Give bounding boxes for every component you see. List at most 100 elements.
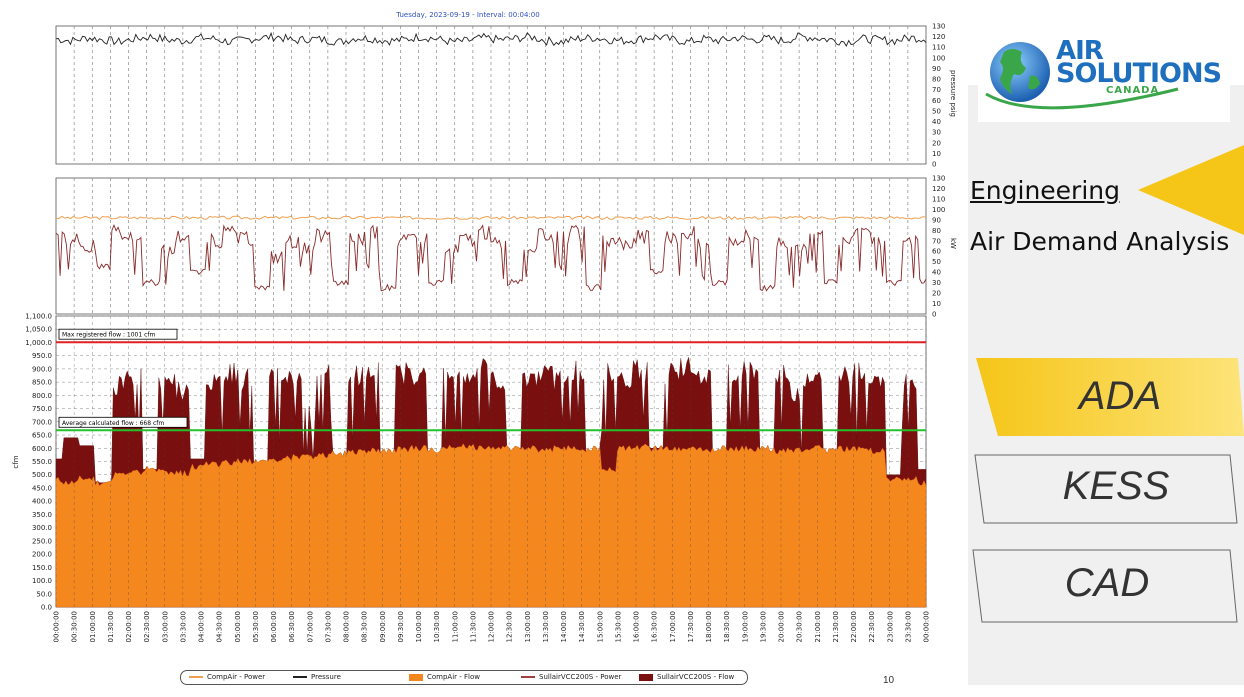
kess-button-label: KESS bbox=[1062, 464, 1170, 508]
series-sullair-power-line bbox=[55, 223, 927, 292]
y-tick-label: 40 bbox=[932, 269, 941, 277]
y-tick-label: 800.0 bbox=[32, 392, 52, 400]
x-tick-label: 23:00:00 bbox=[886, 611, 894, 642]
x-tick-label: 20:00:00 bbox=[778, 611, 786, 642]
series-compair-power-line bbox=[55, 215, 927, 220]
legend-item: Pressure bbox=[293, 673, 341, 681]
x-tick-label: 19:30:00 bbox=[759, 611, 767, 642]
x-tick-label: 21:30:00 bbox=[832, 611, 840, 642]
x-tick-label: 20:30:00 bbox=[796, 611, 804, 642]
legend-item: SullairVCC200S - Flow bbox=[639, 673, 734, 681]
x-tick-label: 15:30:00 bbox=[614, 611, 622, 642]
logo-text: AIR bbox=[1056, 36, 1104, 66]
x-tick-label: 01:00:00 bbox=[89, 611, 97, 642]
y-tick-label: 20 bbox=[932, 139, 941, 147]
y-tick-label: 60 bbox=[932, 97, 941, 105]
y-tick-label: 100.0 bbox=[32, 577, 52, 585]
nav-engineering[interactable]: Engineering bbox=[970, 176, 1120, 205]
globe-icon bbox=[985, 42, 1179, 110]
y-tick-label: 100 bbox=[932, 54, 945, 62]
y-tick-label: 650.0 bbox=[32, 432, 52, 440]
x-tick-label: 07:30:00 bbox=[324, 611, 332, 642]
x-tick-label: 07:00:00 bbox=[306, 611, 314, 642]
x-tick-label: 22:30:00 bbox=[868, 611, 876, 642]
x-tick-label: 13:00:00 bbox=[524, 611, 532, 642]
x-tick-label: 22:00:00 bbox=[850, 611, 858, 642]
chart-legend: CompAir - Power Pressure CompAir - Flow … bbox=[180, 670, 748, 685]
y-tick-label: 600.0 bbox=[32, 445, 52, 453]
cad-button[interactable]: CAD bbox=[972, 549, 1238, 623]
x-tick-label: 02:00:00 bbox=[125, 611, 133, 642]
x-tick-label: 18:30:00 bbox=[723, 611, 731, 642]
y-tick-label: 1,100.0 bbox=[25, 313, 52, 321]
x-tick-label: 21:00:00 bbox=[814, 611, 822, 642]
y-tick-label: 950.0 bbox=[32, 352, 52, 360]
x-tick-label: 00:00:00 bbox=[53, 611, 61, 642]
chart-title: Tuesday, 2023-09-19 - Interval: 00:04:00 bbox=[395, 11, 539, 19]
y-tick-label: 90 bbox=[932, 65, 941, 73]
y-tick-label: 50.0 bbox=[36, 590, 52, 598]
x-tick-label: 03:00:00 bbox=[161, 611, 169, 642]
y-tick-label: 850.0 bbox=[32, 379, 52, 387]
x-tick-label: 19:00:00 bbox=[741, 611, 749, 642]
x-tick-label: 14:30:00 bbox=[578, 611, 586, 642]
x-axis-ticks: 00:00:00 00:30:00 01:00:00 01:30:00 02:00:00… bbox=[53, 611, 931, 642]
x-tick-label: 04:30:00 bbox=[216, 611, 224, 642]
avg-flow-label-box bbox=[58, 416, 188, 428]
legend-item: CompAir - Flow bbox=[409, 673, 480, 681]
max-flow-label-box bbox=[58, 328, 178, 340]
y-tick-label: 120 bbox=[932, 33, 945, 41]
x-tick-label: 10:30:00 bbox=[433, 611, 441, 642]
y-tick-label: 110 bbox=[932, 44, 945, 52]
x-tick-label: 12:00:00 bbox=[488, 611, 496, 642]
kess-button[interactable]: KESS bbox=[974, 454, 1238, 524]
x-tick-label: 06:30:00 bbox=[288, 611, 296, 642]
y-tick-label: 70 bbox=[932, 237, 941, 245]
ada-button[interactable]: ADA bbox=[976, 358, 1244, 436]
cad-button-label: CAD bbox=[1064, 561, 1150, 605]
legend-item: SullairVCC200S - Power bbox=[521, 673, 621, 681]
y-tick-label: 300.0 bbox=[32, 524, 52, 532]
x-tick-label: 11:00:00 bbox=[451, 611, 459, 642]
x-tick-label: 17:00:00 bbox=[669, 611, 677, 642]
legend-item: CompAir - Power bbox=[189, 673, 265, 681]
x-tick-label: 02:30:00 bbox=[143, 611, 151, 642]
y-tick-label: 0 bbox=[932, 161, 936, 169]
x-tick-label: 05:00:00 bbox=[234, 611, 242, 642]
power-panel: 0 10 20 30 40 50 60 70 80 90 100 110 120 130 kW bbox=[55, 175, 957, 319]
y-tick-label: 350.0 bbox=[32, 511, 52, 519]
y-tick-label: 750.0 bbox=[32, 405, 52, 413]
x-tick-label: 09:30:00 bbox=[397, 611, 405, 642]
nav-air-demand-analysis[interactable]: Air Demand Analysis bbox=[970, 227, 1230, 256]
x-tick-label: 00:00:00 bbox=[923, 611, 931, 642]
x-tick-label: 03:30:00 bbox=[179, 611, 187, 642]
x-tick-label: 04:00:00 bbox=[198, 611, 206, 642]
x-tick-label: 23:30:00 bbox=[904, 611, 912, 642]
y-tick-label: 250.0 bbox=[32, 537, 52, 545]
flow-panel: 0.0 50.0 100.0 150.0 200.0 250.0 300.0 350.0 400… bbox=[12, 313, 927, 612]
y-tick-label: 40 bbox=[932, 118, 941, 126]
series-pressure-line bbox=[55, 31, 927, 47]
x-tick-label: 09:00:00 bbox=[379, 611, 387, 642]
y-tick-label: 130 bbox=[932, 175, 945, 183]
button-shape bbox=[972, 549, 1238, 623]
y-tick-label: 130 bbox=[932, 23, 945, 31]
pointer-arrow-icon bbox=[1138, 145, 1244, 235]
chart-area: Tuesday, 2023-09-19 - Interval: 00:04:00… bbox=[12, 11, 957, 642]
x-tick-label: 08:30:00 bbox=[361, 611, 369, 642]
y-tick-label: 80 bbox=[932, 227, 941, 235]
y-tick-label: 0.0 bbox=[41, 604, 52, 612]
x-tick-label: 11:30:00 bbox=[469, 611, 477, 642]
x-tick-label: 16:00:00 bbox=[633, 611, 641, 642]
max-flow-label: Max registered flow : 1001 cfm bbox=[62, 332, 156, 339]
y-tick-label: 400.0 bbox=[32, 498, 52, 506]
x-tick-label: 14:00:00 bbox=[560, 611, 568, 642]
button-shape bbox=[976, 358, 1244, 436]
x-tick-label: 12:30:00 bbox=[506, 611, 514, 642]
y-tick-label: 30 bbox=[932, 279, 941, 287]
y-tick-label: 110 bbox=[932, 195, 945, 203]
avg-flow-label: Average calculated flow : 668 cfm bbox=[62, 420, 164, 427]
y-tick-label: 10 bbox=[932, 150, 941, 158]
y-tick-label: 0 bbox=[932, 311, 936, 319]
x-tick-label: 13:30:00 bbox=[542, 611, 550, 642]
